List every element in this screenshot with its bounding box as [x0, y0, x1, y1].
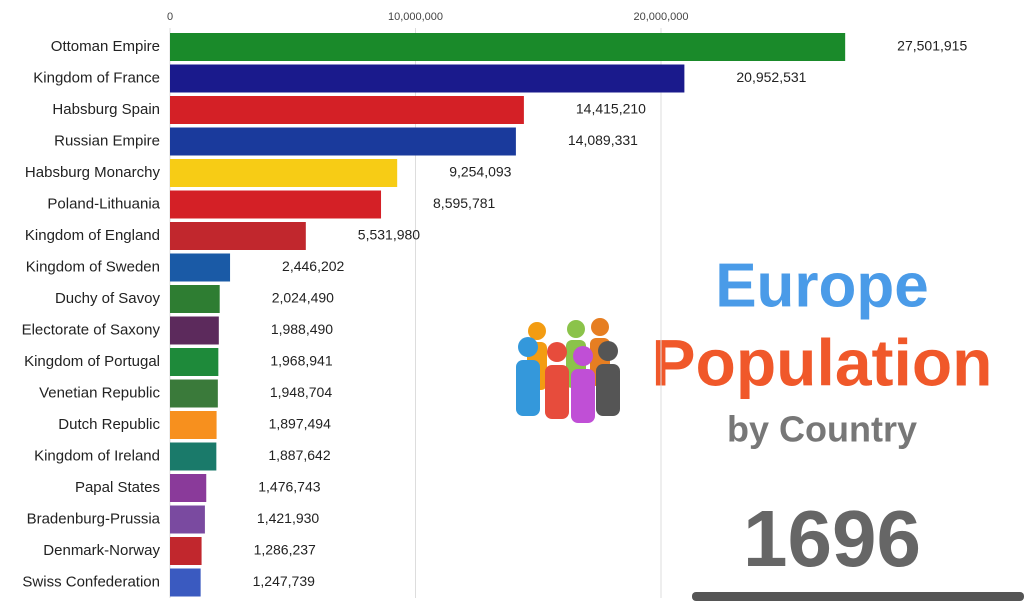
progress-bar — [692, 592, 1024, 601]
bar — [170, 159, 398, 187]
category-label: Denmark-Norway — [43, 542, 160, 559]
bar — [170, 474, 207, 502]
value-label: 1,286,237 — [254, 542, 316, 558]
bar — [170, 568, 201, 597]
category-label: Poland-Lithuania — [47, 195, 160, 212]
category-label: Kingdom of Portugal — [24, 353, 160, 370]
year: 1696 — [743, 494, 921, 583]
value-label: 1,887,642 — [268, 447, 330, 463]
title-line: Population — [652, 325, 993, 399]
value-label: 2,446,202 — [282, 258, 344, 274]
value-label: 1,421,930 — [257, 510, 319, 526]
x-tick-label: 0 — [167, 11, 173, 23]
people-icon — [516, 318, 620, 423]
category-label: Russian Empire — [54, 132, 160, 149]
bar — [170, 348, 219, 376]
category-label: Habsburg Monarchy — [25, 164, 161, 181]
bar — [170, 190, 382, 219]
bar — [170, 285, 220, 313]
category-label: Duchy of Savoy — [55, 290, 161, 307]
category-label: Papal States — [75, 479, 160, 496]
value-label: 20,952,531 — [736, 69, 806, 85]
value-label: 8,595,781 — [433, 195, 495, 211]
category-label: Bradenburg-Prussia — [27, 510, 161, 527]
category-label: Electorate of Saxony — [22, 321, 161, 338]
category-label: Venetian Republic — [39, 384, 160, 401]
value-label: 14,415,210 — [576, 101, 646, 117]
bar — [170, 96, 524, 124]
value-label: 1,897,494 — [269, 416, 331, 432]
category-label: Kingdom of Ireland — [34, 447, 160, 464]
value-label: 2,024,490 — [272, 290, 334, 306]
bar — [170, 253, 231, 282]
title-line: by Country — [727, 409, 917, 450]
category-label: Kingdom of France — [33, 69, 160, 86]
bar — [170, 222, 306, 250]
value-label: 5,531,980 — [358, 227, 420, 243]
value-label: 27,501,915 — [897, 38, 967, 54]
x-tick-label: 20,000,000 — [633, 11, 688, 23]
category-label: Ottoman Empire — [51, 38, 160, 55]
x-tick-label: 10,000,000 — [388, 11, 443, 23]
bar — [170, 127, 516, 156]
value-label: 1,476,743 — [258, 479, 320, 495]
bar — [170, 64, 685, 93]
bar — [170, 33, 846, 61]
category-label: Habsburg Spain — [52, 101, 160, 118]
value-label: 1,968,941 — [270, 353, 332, 369]
category-label: Kingdom of England — [25, 227, 160, 244]
bar — [170, 537, 202, 565]
bar — [170, 411, 217, 439]
value-label: 9,254,093 — [449, 164, 511, 180]
category-label: Dutch Republic — [58, 416, 160, 433]
bar — [170, 379, 218, 408]
bar — [170, 442, 217, 471]
category-label: Kingdom of Sweden — [26, 258, 160, 275]
title-line: Europe — [715, 251, 929, 320]
bar — [170, 505, 205, 534]
value-label: 14,089,331 — [568, 132, 638, 148]
value-label: 1,247,739 — [253, 573, 315, 589]
bar — [170, 316, 219, 345]
value-label: 1,948,704 — [270, 384, 332, 400]
value-label: 1,988,490 — [271, 321, 333, 337]
category-label: Swiss Confederation — [22, 573, 160, 590]
